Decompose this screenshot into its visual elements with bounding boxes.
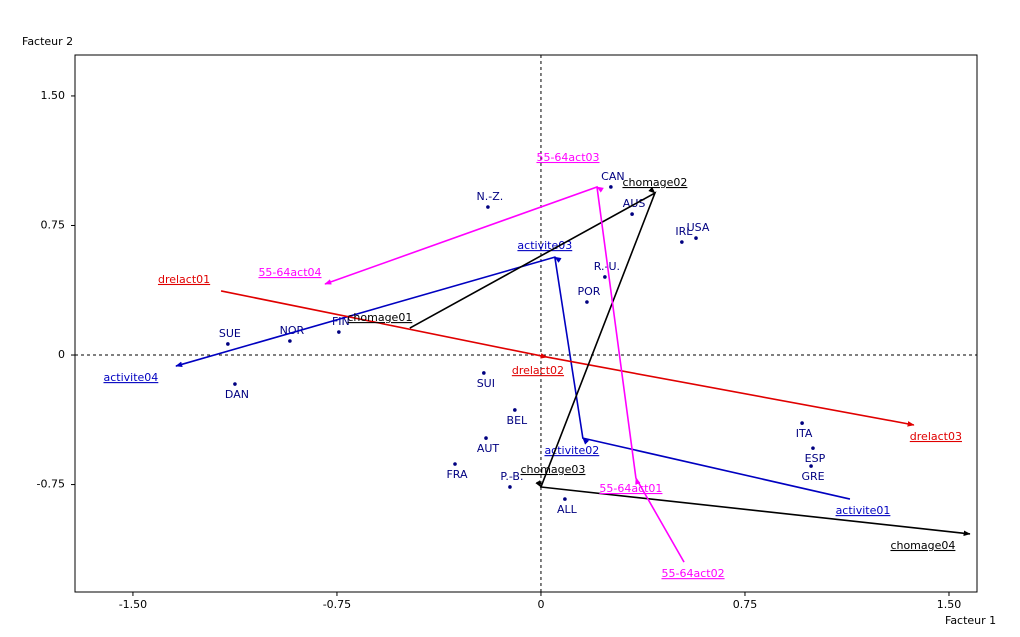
country-label: BEL	[507, 414, 528, 427]
country-point	[482, 371, 486, 375]
country-point	[453, 462, 457, 466]
country-point	[809, 464, 813, 468]
x-axis-title: Facteur 1	[945, 614, 996, 627]
country-label: POR	[577, 285, 600, 298]
y-tick-label: 0.75	[41, 218, 66, 231]
trajectory	[220, 290, 915, 427]
country-point	[484, 436, 488, 440]
country-label: DAN	[225, 388, 249, 401]
country-label: AUT	[477, 442, 500, 455]
country-point	[694, 236, 698, 240]
trajectory-label: chomage01	[347, 311, 412, 324]
trajectory-label: 55-64act02	[662, 567, 725, 580]
country-label: FRA	[446, 468, 468, 481]
plot-frame	[74, 54, 978, 593]
country-label: USA	[687, 221, 710, 234]
trajectory-label: chomage02	[622, 176, 687, 189]
trajectory-label: activite04	[104, 371, 159, 384]
country-label: CAN	[601, 170, 624, 183]
trajectory-label: drelact03	[910, 430, 962, 443]
country-label: ITA	[796, 427, 813, 440]
x-tick-label: -0.75	[323, 598, 351, 611]
trajectory-label: chomage04	[890, 539, 955, 552]
country-point	[680, 240, 684, 244]
country-label: ALL	[557, 503, 578, 516]
trajectory-label: activite01	[836, 504, 891, 517]
x-tick-label: 1.50	[937, 598, 962, 611]
x-tick-label: 0.75	[733, 598, 758, 611]
trajectory-label: 55-64act01	[599, 482, 662, 495]
y-tick-label: 0	[58, 348, 65, 361]
trajectory	[175, 256, 851, 500]
country-point	[800, 421, 804, 425]
country-point	[226, 342, 230, 346]
y-tick-label: -0.75	[37, 478, 65, 491]
country-point	[337, 330, 341, 334]
country-point	[563, 497, 567, 501]
country-point	[609, 185, 613, 189]
y-axis-title: Facteur 2	[22, 35, 73, 48]
country-point	[603, 275, 607, 279]
country-point	[233, 382, 237, 386]
country-label: N.-Z.	[477, 190, 504, 203]
trajectory-label: chomage03	[520, 463, 585, 476]
x-tick-label: -1.50	[119, 598, 147, 611]
country-point	[585, 300, 589, 304]
country-label: SUE	[219, 327, 241, 340]
trajectory-label: drelact01	[158, 273, 210, 286]
country-point	[811, 446, 815, 450]
trajectory-label: 55-64act03	[536, 151, 599, 164]
country-point	[513, 408, 517, 412]
country-label: SUI	[477, 377, 495, 390]
trajectory	[409, 186, 971, 537]
country-label: ESP	[805, 452, 826, 465]
trajectory-label: activite03	[517, 239, 572, 252]
country-point	[630, 212, 634, 216]
trajectory-label: drelact02	[512, 364, 564, 377]
country-point	[508, 485, 512, 489]
trajectory	[324, 185, 685, 563]
country-point	[486, 205, 490, 209]
country-label: GRE	[802, 470, 825, 483]
country-point	[288, 339, 292, 343]
y-tick-label: 1.50	[41, 89, 66, 102]
x-tick-label: 0	[537, 598, 544, 611]
trajectory-label: 55-64act04	[258, 266, 321, 279]
